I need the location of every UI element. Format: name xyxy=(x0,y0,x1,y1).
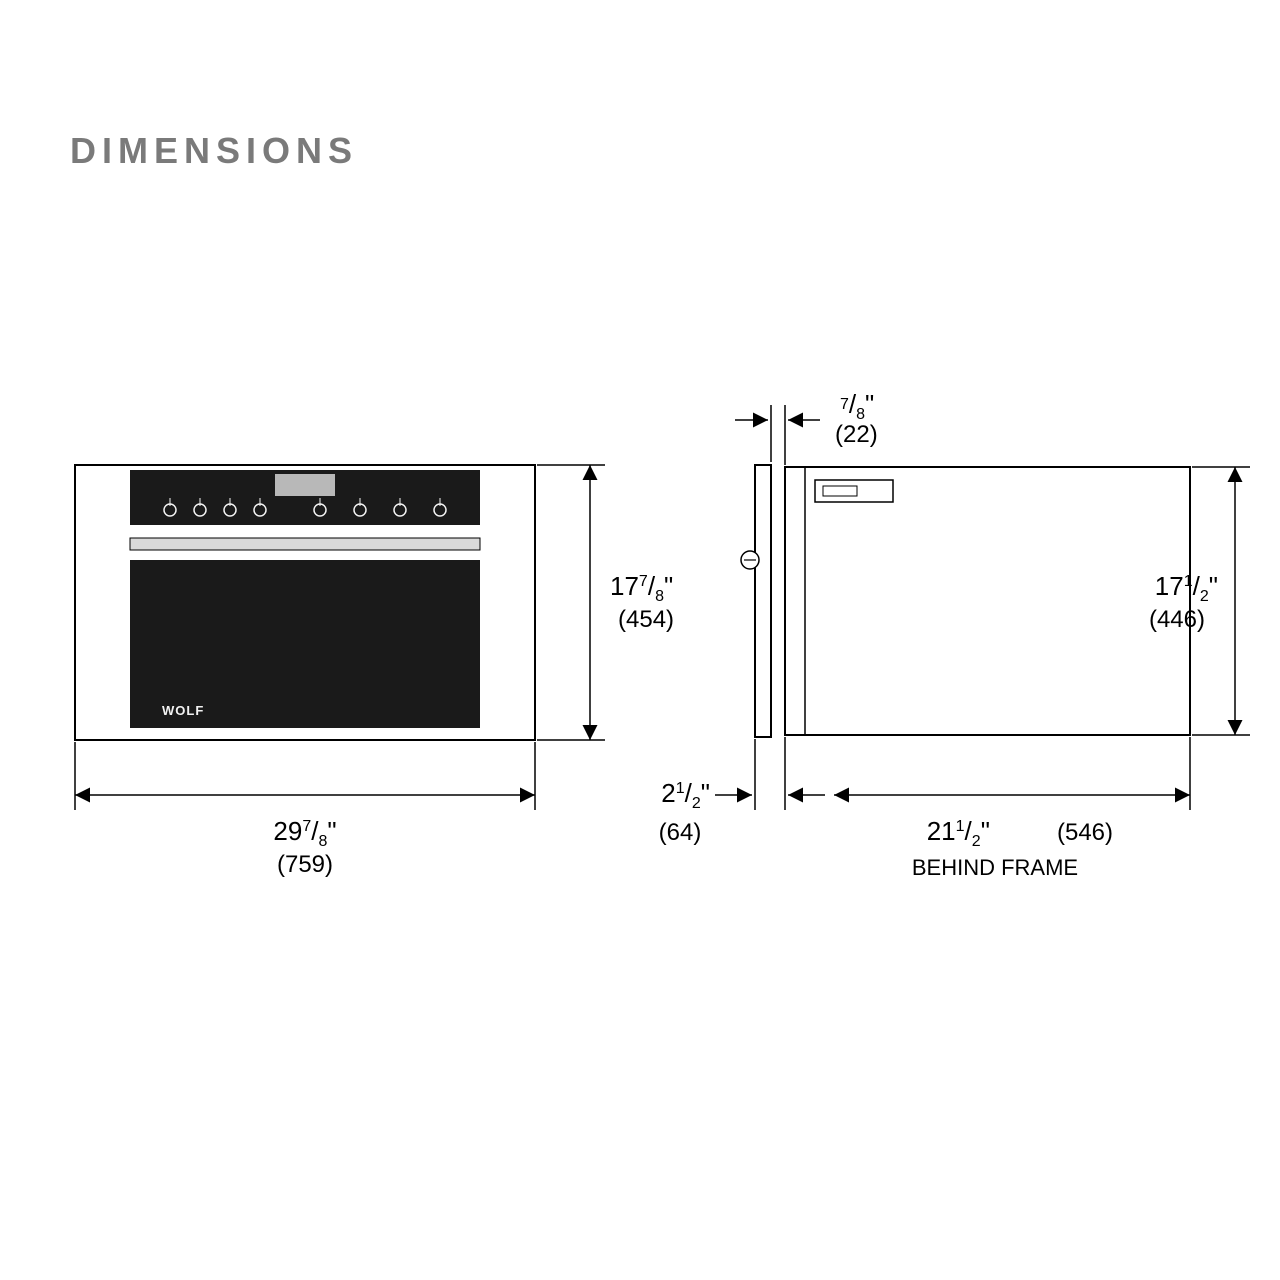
svg-text:297/8": 297/8" xyxy=(273,816,336,850)
svg-text:177/8": 177/8" xyxy=(610,571,673,605)
front-view: WOLF xyxy=(75,465,535,740)
svg-text:171/2": 171/2" xyxy=(1155,571,1218,605)
svg-text:BEHIND FRAME: BEHIND FRAME xyxy=(912,855,1078,880)
svg-text:(454): (454) xyxy=(618,606,674,633)
dimensions-diagram: WOLF 297/8" (759) xyxy=(0,0,1280,1280)
dim-side-height: 171/2" (446) xyxy=(1149,467,1250,735)
svg-text:(446): (446) xyxy=(1149,606,1205,633)
svg-text:7/8": 7/8" xyxy=(840,389,874,423)
svg-text:(64): (64) xyxy=(659,819,702,846)
dim-front-height: 177/8" (454) xyxy=(537,465,674,740)
svg-text:(22): (22) xyxy=(835,421,878,448)
svg-text:21/2": 21/2" xyxy=(661,778,710,812)
dim-behind-frame: 211/2" (546) BEHIND FRAME xyxy=(834,737,1190,880)
svg-text:(759): (759) xyxy=(277,851,333,878)
side-view xyxy=(741,465,1190,737)
svg-text:211/2": 211/2" xyxy=(927,816,1004,850)
svg-text:(546): (546) xyxy=(1057,819,1113,846)
dim-door-gap: 7/8" (22) xyxy=(735,389,878,465)
dim-front-depth: 21/2" (64) xyxy=(659,737,825,846)
page-title: DIMENSIONS xyxy=(70,130,358,172)
dim-width: 297/8" (759) xyxy=(75,742,535,878)
brand-logo: WOLF xyxy=(162,703,204,718)
